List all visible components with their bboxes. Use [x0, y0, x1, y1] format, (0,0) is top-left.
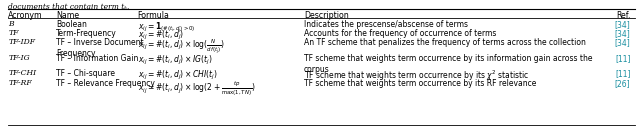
Text: [11]: [11] — [615, 69, 630, 78]
Text: TF – Relevance Frequency: TF – Relevance Frequency — [56, 79, 155, 88]
Text: Term-Frequency: Term-Frequency — [56, 29, 117, 38]
Text: Name: Name — [56, 11, 79, 20]
Text: TF scheme that weights term occurrence by its $\chi^2$ statistic: TF scheme that weights term occurrence b… — [304, 69, 529, 83]
Text: Accounts for the frequency of occurrence of terms: Accounts for the frequency of occurrence… — [304, 29, 497, 38]
Text: TF scheme that weights term occurrence by its RF relevance: TF scheme that weights term occurrence b… — [304, 79, 536, 88]
Text: [11]: [11] — [615, 54, 630, 63]
Text: TF-IDF: TF-IDF — [8, 38, 35, 46]
Text: Description: Description — [304, 11, 349, 20]
Text: $x_{ij} = \#(t_i, d_j) \times \log(2 + \frac{tp}{\max(1,TN)})$: $x_{ij} = \#(t_i, d_j) \times \log(2 + \… — [138, 79, 255, 98]
Text: $x_{ij} = \#(t_i, d_j) \times IG(t_j)$: $x_{ij} = \#(t_i, d_j) \times IG(t_j)$ — [138, 54, 212, 67]
Text: Ref.: Ref. — [616, 11, 630, 20]
Text: [34]: [34] — [614, 38, 630, 47]
Text: TF-CHI: TF-CHI — [8, 69, 36, 77]
Text: TF: TF — [8, 29, 19, 37]
Text: TF – Information Gain: TF – Information Gain — [56, 54, 139, 63]
Text: B: B — [8, 20, 14, 28]
Text: $x_{ij} = \mathbf{1}_{(\#(t_i,d_j)>0)}$: $x_{ij} = \mathbf{1}_{(\#(t_i,d_j)>0)}$ — [138, 20, 195, 35]
Text: $x_{ij} = \#(t_i, d_j) \times \log(\frac{N}{df(t_j)})$: $x_{ij} = \#(t_i, d_j) \times \log(\frac… — [138, 38, 225, 56]
Text: [34]: [34] — [614, 29, 630, 38]
Text: An TF scheme that penalizes the frequency of terms across the collection: An TF scheme that penalizes the frequenc… — [304, 38, 586, 47]
Text: Acronym: Acronym — [8, 11, 43, 20]
Text: TF-IG: TF-IG — [8, 54, 30, 62]
Text: TF scheme that weights term occurrence by its information gain across the
corpus: TF scheme that weights term occurrence b… — [304, 54, 593, 74]
Text: [34]: [34] — [614, 20, 630, 29]
Text: [26]: [26] — [615, 79, 630, 88]
Text: Boolean: Boolean — [56, 20, 87, 29]
Text: Indicates the prescense/abscense of terms: Indicates the prescense/abscense of term… — [304, 20, 468, 29]
Text: $x_{ij} = \#(t_i, d_j) \times CHI(t_j)$: $x_{ij} = \#(t_i, d_j) \times CHI(t_j)$ — [138, 69, 217, 82]
Text: $x_{ij} = \#(t_i, d_j)$: $x_{ij} = \#(t_i, d_j)$ — [138, 29, 184, 42]
Text: TF – Inverse Document
Frequency: TF – Inverse Document Frequency — [56, 38, 144, 58]
Text: Formula: Formula — [138, 11, 170, 20]
Text: documents that contain term tₖ.: documents that contain term tₖ. — [8, 3, 130, 11]
Text: TF-RF: TF-RF — [8, 79, 32, 87]
Text: TF – Chi-square: TF – Chi-square — [56, 69, 115, 78]
